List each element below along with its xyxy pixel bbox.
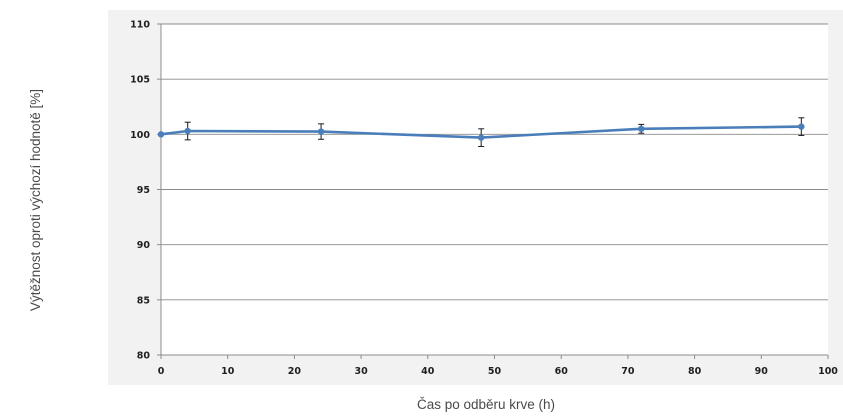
y-tick-label: 105 xyxy=(130,75,150,86)
y-tick-label: 95 xyxy=(137,185,150,196)
x-axis-title: Čas po odběru krve (h) xyxy=(417,397,555,412)
data-point xyxy=(798,123,805,130)
y-tick-label: 90 xyxy=(137,240,151,251)
y-tick-label: 85 xyxy=(137,295,150,306)
x-tick-label: 70 xyxy=(621,366,635,377)
series-line xyxy=(160,125,802,139)
data-point xyxy=(184,127,191,135)
x-tick-label: 40 xyxy=(421,366,435,377)
y-axis-title: Výtěžnost oproti výchozí hodnotě [%] xyxy=(28,89,43,311)
data-point xyxy=(477,134,485,141)
data-point xyxy=(317,128,325,135)
x-tick-label: 10 xyxy=(221,366,235,377)
x-tick-label: 50 xyxy=(488,366,502,377)
y-tick-label: 100 xyxy=(130,130,150,141)
x-tick-label: 0 xyxy=(158,366,165,377)
x-tick-label: 60 xyxy=(555,366,569,377)
data-point xyxy=(157,131,165,138)
x-tick-label: 80 xyxy=(688,366,702,377)
x-tick-label: 100 xyxy=(818,366,838,377)
y-tick-label: 110 xyxy=(130,20,150,31)
x-tick-label: 20 xyxy=(288,366,302,377)
x-tick-label: 30 xyxy=(354,366,368,377)
data-point xyxy=(638,125,645,133)
y-tick-label: 80 xyxy=(137,351,151,362)
x-tick-label: 90 xyxy=(755,366,769,377)
